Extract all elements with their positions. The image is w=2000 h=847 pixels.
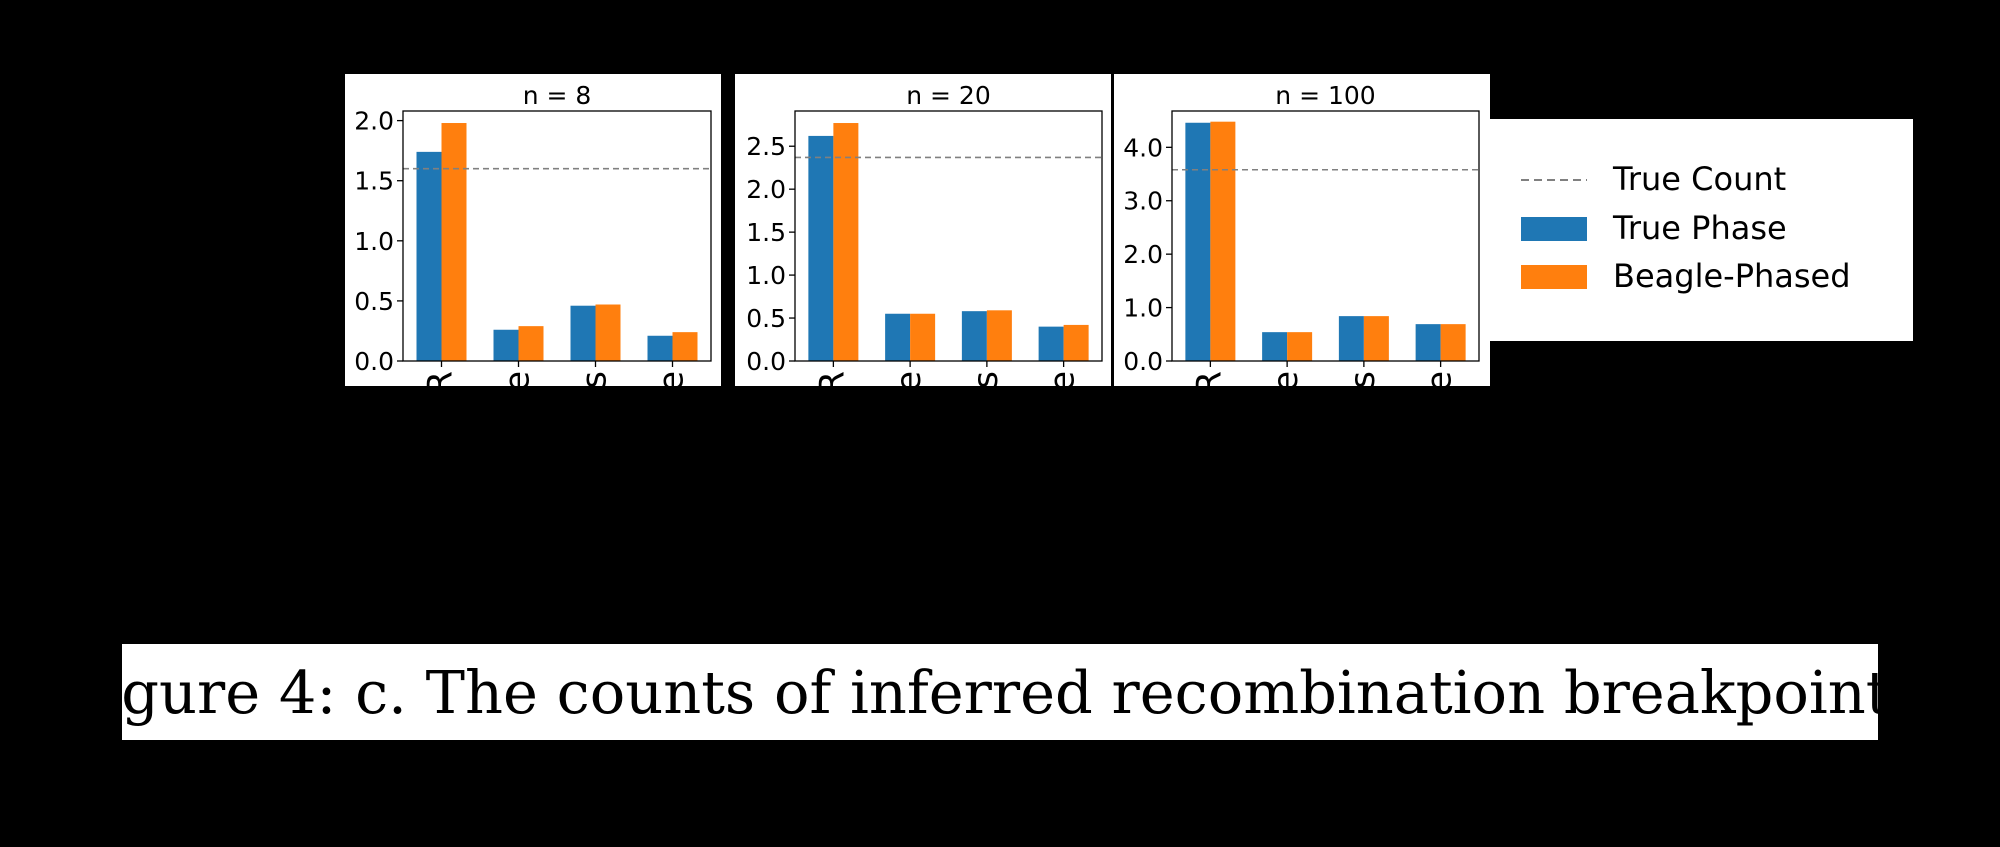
bar-beagle-phased (1363, 316, 1389, 361)
legend-true-count-label: True Count (1612, 160, 1786, 198)
y-tick-label: 1.0 (1123, 294, 1163, 323)
x-tick-label: e (889, 371, 929, 386)
legend-true-phase-label: True Phase (1612, 209, 1787, 247)
bar-beagle-phased (1210, 121, 1236, 361)
bar-true-phase (1338, 316, 1364, 361)
bar-true-phase (885, 313, 911, 361)
panel-title: n = 8 (523, 81, 592, 110)
y-tick-label: 1.5 (746, 218, 786, 247)
x-tick-label: e (652, 371, 692, 386)
y-tick-label: 0.5 (746, 304, 786, 333)
x-tick-label: s (575, 371, 615, 386)
panel-title: n = 20 (906, 81, 991, 110)
bar-true-phase (416, 151, 442, 361)
y-tick-label: 0.5 (354, 287, 394, 316)
plot-frame (794, 110, 1103, 362)
bar-beagle-phased (518, 326, 544, 361)
bar-true-phase (808, 135, 834, 361)
x-tick-label: R (1189, 371, 1229, 386)
legend-true-phase-swatch (1521, 217, 1587, 241)
bar-true-phase (647, 335, 673, 361)
y-tick-label: 1.0 (746, 261, 786, 290)
figure-caption-text: Figure 4: c. The counts of inferred reco… (61, 657, 1939, 727)
y-tick-label: 0.0 (746, 347, 786, 376)
plot-frame (402, 110, 712, 362)
x-tick-label: R (421, 371, 461, 386)
y-tick-label: 0.0 (354, 347, 394, 376)
bar-beagle-phased (986, 310, 1012, 361)
x-tick-label: e (1266, 371, 1306, 386)
y-tick-label: 2.0 (746, 175, 786, 204)
bar-true-phase (1038, 326, 1064, 361)
bar-true-phase (961, 311, 987, 361)
bar-beagle-phased (1287, 332, 1313, 361)
bar-true-phase (493, 329, 519, 361)
y-tick-label: 0.0 (1123, 347, 1163, 376)
panel-title: n = 100 (1275, 81, 1375, 110)
bar-beagle-phased (833, 123, 859, 361)
figure-caption: Figure 4: c. The counts of inferred reco… (61, 644, 1939, 740)
chart-svg-3: n = 100 0.0 1.0 2.0 3.0 4.0 R e s e (1123, 81, 1480, 386)
y-tick-label: 1.5 (354, 167, 394, 196)
legend-beagle-phased-label: Beagle-Phased (1613, 257, 1851, 295)
plot-frame (1171, 110, 1480, 362)
y-tick-label: 3.0 (1123, 187, 1163, 216)
y-tick-label: 2.5 (746, 132, 786, 161)
x-tick-label: s (1343, 371, 1383, 386)
y-tick-label: 4.0 (1123, 133, 1163, 162)
chart-svg-1: n = 8 0.0 0.5 1.0 1.5 2.0 R e s e (354, 81, 712, 386)
x-tick-label: e (1043, 371, 1083, 386)
x-tick-label: s (966, 371, 1006, 386)
y-tick-label: 2.0 (1123, 240, 1163, 269)
x-tick-label: e (498, 371, 538, 386)
bar-beagle-phased (1063, 324, 1089, 361)
bar-beagle-phased (1440, 324, 1466, 361)
bar-beagle-phased (595, 304, 621, 361)
bar-true-phase (1262, 332, 1288, 361)
chart-svg-2: n = 20 0.0 0.5 1.0 1.5 2.0 2.5 R e s e (746, 81, 1103, 386)
x-tick-label: e (1420, 371, 1460, 386)
bar-true-phase (570, 305, 596, 361)
x-tick-label: R (812, 371, 852, 386)
bar-beagle-phased (672, 332, 698, 361)
y-tick-label: 2.0 (354, 107, 394, 136)
bar-beagle-phased (441, 123, 467, 361)
bar-beagle-phased (910, 313, 936, 361)
y-tick-label: 1.0 (354, 227, 394, 256)
bar-true-phase (1185, 122, 1211, 361)
legend-beagle-phased-swatch (1521, 265, 1587, 289)
bar-true-phase (1415, 324, 1441, 361)
chart-legend: True Count True Phase Beagle-Phased (1489, 119, 1913, 341)
